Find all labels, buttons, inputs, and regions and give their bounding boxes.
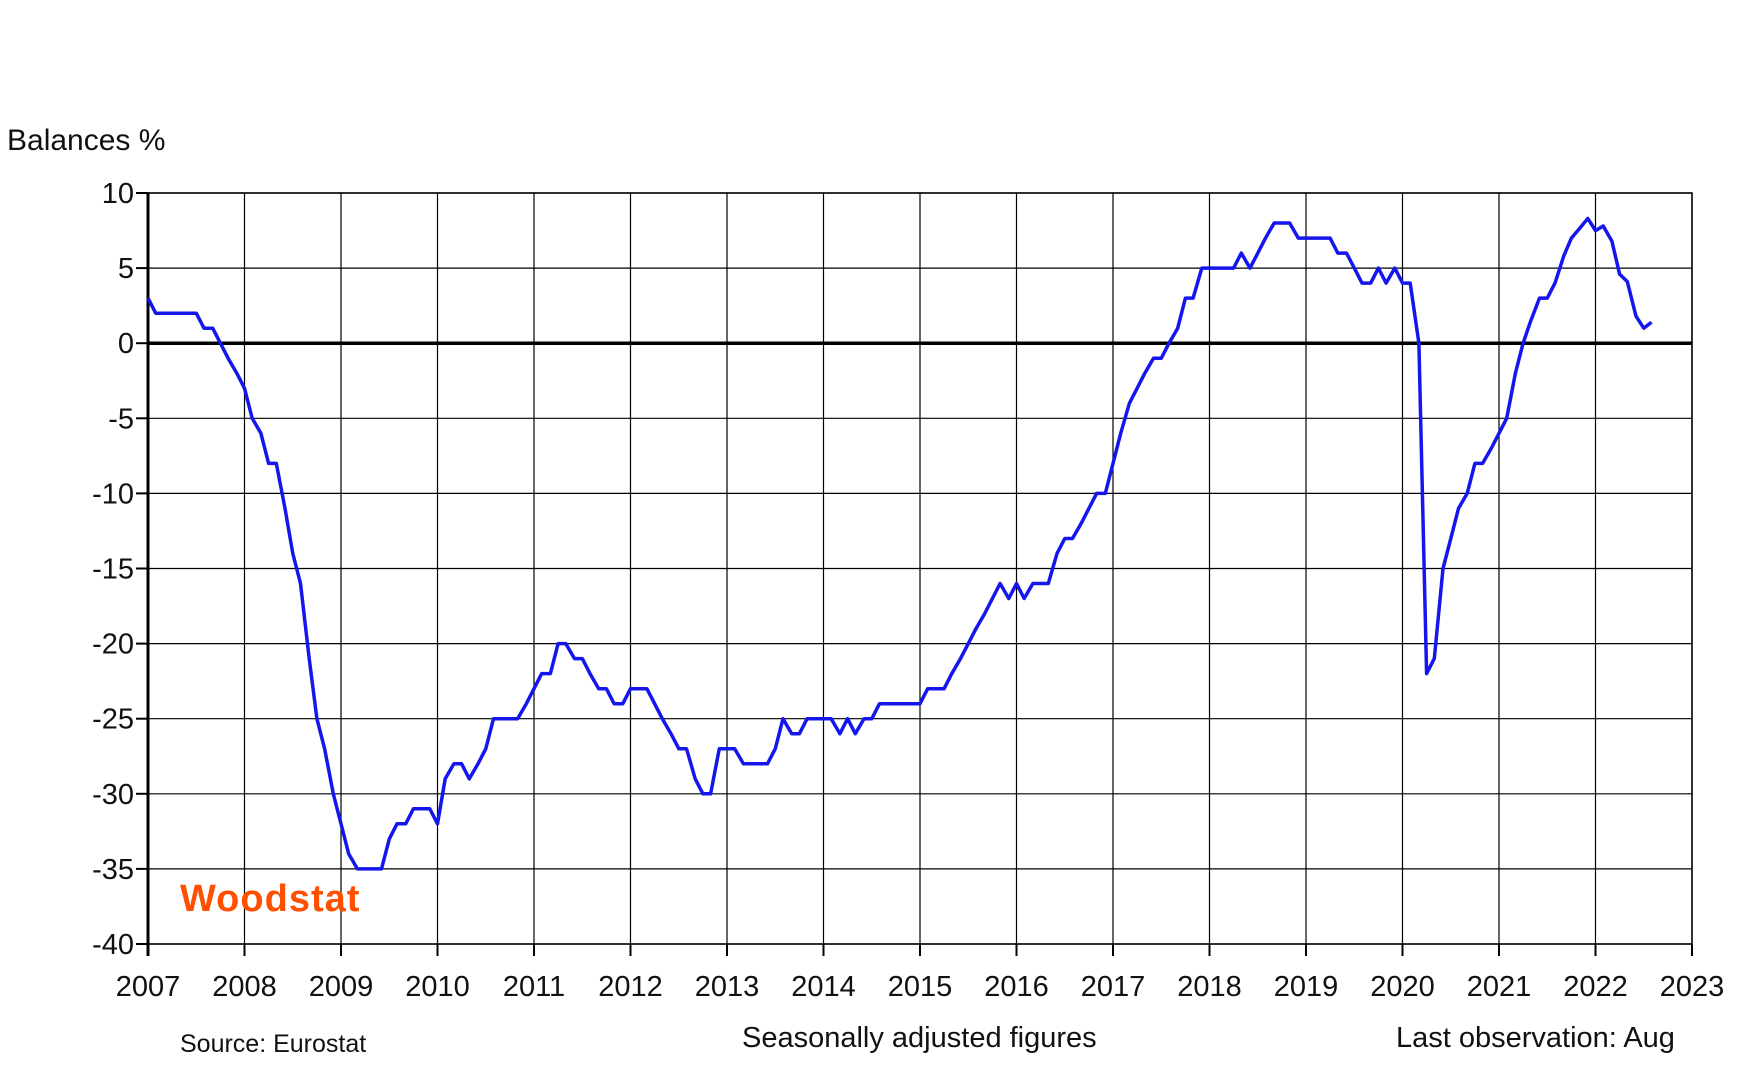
x-tick-label: 2014 <box>791 971 856 1003</box>
x-tick-label: 2020 <box>1370 971 1435 1003</box>
y-tick-label: -40 <box>92 929 134 961</box>
y-tick-label: 0 <box>118 328 134 360</box>
x-tick-label: 2016 <box>984 971 1049 1003</box>
y-tick-label: -15 <box>92 554 134 586</box>
y-tick-label: -30 <box>92 779 134 811</box>
source-note: Source: Eurostat <box>180 1030 367 1058</box>
x-tick-label: 2008 <box>212 971 277 1003</box>
x-tick-label: 2019 <box>1274 971 1339 1003</box>
x-tick-label: 2009 <box>309 971 374 1003</box>
y-tick-label: 5 <box>118 253 134 285</box>
series-line <box>146 216 1653 871</box>
last-observation-note: Last observation: Aug <box>1396 1022 1675 1054</box>
x-tick-label: 2018 <box>1177 971 1242 1003</box>
x-tick-label: 2010 <box>405 971 470 1003</box>
x-tick-label: 2015 <box>888 971 953 1003</box>
y-tick-label: -10 <box>92 478 134 510</box>
woodstat-logo: Woodstat <box>180 878 361 920</box>
x-tick-label: 2012 <box>598 971 663 1003</box>
x-tick-label: 2022 <box>1563 971 1628 1003</box>
y-tick-label: -25 <box>92 704 134 736</box>
x-tick-label: 2007 <box>116 971 181 1003</box>
y-tick-label: -20 <box>92 629 134 661</box>
y-tick-label: 10 <box>102 178 134 210</box>
adjustment-note: Seasonally adjusted figures <box>742 1022 1097 1054</box>
y-tick-label: -35 <box>92 854 134 886</box>
x-tick-label: 2017 <box>1081 971 1146 1003</box>
y-axis-label: Balances % <box>7 124 166 157</box>
x-tick-label: 2023 <box>1660 971 1725 1003</box>
x-tick-label: 2021 <box>1467 971 1532 1003</box>
y-tick-label: -5 <box>108 403 134 435</box>
x-tick-label: 2013 <box>695 971 760 1003</box>
x-tick-label: 2011 <box>503 971 565 1003</box>
